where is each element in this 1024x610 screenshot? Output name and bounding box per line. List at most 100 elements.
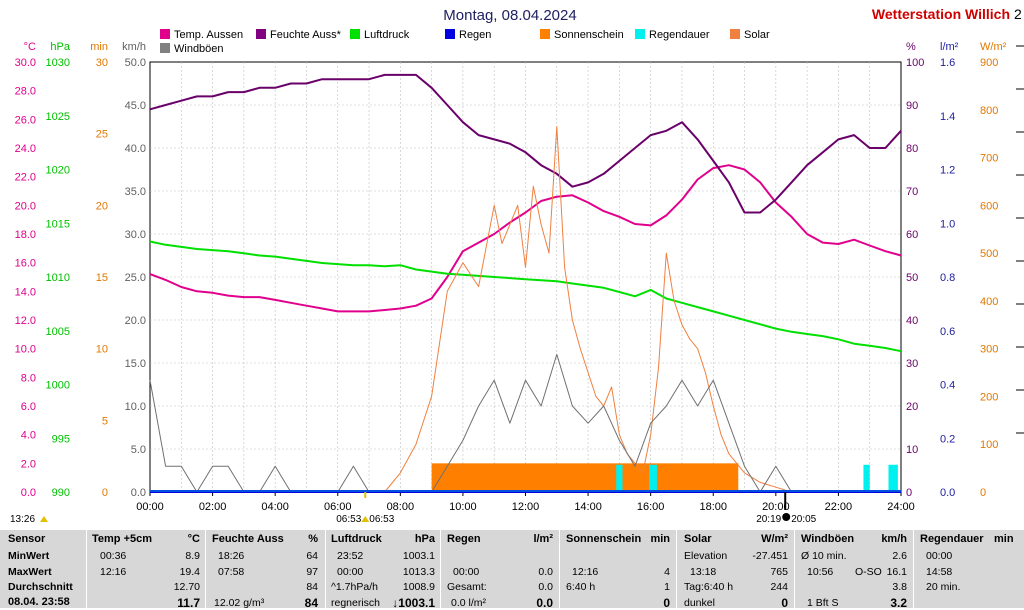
rain-tick-label: 1.4 bbox=[940, 111, 955, 123]
temp-tick-label: 18.0 bbox=[15, 229, 36, 241]
x-tick-label: 10:00 bbox=[449, 501, 477, 513]
humidity-tick-label: 0 bbox=[906, 487, 912, 499]
legend-label: Solar bbox=[744, 29, 770, 41]
solar-tick-label: 500 bbox=[980, 248, 998, 260]
pressure-column: Luftdruck hPa 23:52 1003.1 00:00 1013.3 … bbox=[331, 530, 437, 610]
rain-axis-unit: l/m² bbox=[940, 41, 959, 53]
humidity-tick-label: 70 bbox=[906, 186, 918, 198]
x-tick-label: 00:00 bbox=[136, 501, 164, 513]
legend-swatch bbox=[540, 29, 550, 39]
rain-tick-label: 0.2 bbox=[940, 433, 955, 445]
chart-title: Montag, 08.04.2024 bbox=[443, 7, 576, 24]
rain-tick-label: 0.0 bbox=[940, 487, 955, 499]
humidity-tick-label: 30 bbox=[906, 358, 918, 370]
pressure-tick-label: 1015 bbox=[46, 218, 70, 230]
solar-state: dunkel bbox=[684, 597, 715, 609]
sunshine-max-value: 4 bbox=[664, 566, 670, 578]
solar-header: Solar bbox=[684, 533, 712, 545]
x-tick-label: 02:00 bbox=[199, 501, 227, 513]
sensor-header: Sensor bbox=[8, 533, 46, 545]
wind-tick-label: 50.0 bbox=[125, 57, 146, 69]
legend-swatch bbox=[350, 29, 360, 39]
rain-tick-label: 0.6 bbox=[940, 326, 955, 338]
humidity-min-value: 64 bbox=[306, 550, 318, 562]
rain-column: Regen l/m² 00:00 0.0 Gesamt: 0.0 0.0 l/m… bbox=[447, 530, 555, 610]
pressure-min-time: 23:52 bbox=[337, 550, 364, 562]
temp-unit: °C bbox=[187, 533, 200, 545]
rain-header: Regen bbox=[447, 533, 481, 545]
legend-swatch bbox=[635, 29, 645, 39]
solar-axis-unit: W/m² bbox=[980, 41, 1007, 53]
minutes-axis-unit: min bbox=[90, 41, 108, 53]
row-label-min: MinWert bbox=[8, 550, 50, 562]
sunset-label-2: 20:05 bbox=[791, 514, 816, 525]
pressure-tick-label: 1025 bbox=[46, 111, 70, 123]
rain-max-value: 0.0 bbox=[538, 566, 553, 578]
station-name: Wetterstation Willich bbox=[872, 6, 1010, 22]
temp-column: Temp +5cm °C 00:36 8.9 12:16 19.4 12.70 … bbox=[92, 530, 202, 610]
x-tick-label: 20:00 bbox=[762, 501, 790, 513]
wind-tick-label: 30.0 bbox=[125, 229, 146, 241]
temp-avg-value: 12.70 bbox=[173, 581, 200, 593]
wind-tick-label: 5.0 bbox=[131, 444, 146, 456]
rain-duration-min-time: 00:00 bbox=[926, 550, 953, 562]
pressure-unit: hPa bbox=[414, 533, 435, 545]
minutes-tick-label: 25 bbox=[96, 129, 108, 141]
station-suffix: 2 bbox=[1014, 6, 1022, 22]
solar-max-time: 13:18 bbox=[690, 566, 717, 578]
wind-column: Windböen km/h Ø 10 min. 2.6 10:56 O-SO 1… bbox=[801, 530, 909, 610]
pressure-tick-label: 1000 bbox=[46, 380, 70, 392]
left-time-icon bbox=[40, 516, 48, 522]
pressure-tick-label: 995 bbox=[52, 433, 70, 445]
sunset-label: 20:19 bbox=[756, 514, 781, 525]
temp-max-value: 19.4 bbox=[179, 566, 200, 578]
humidity-current-value: 84 bbox=[304, 596, 318, 610]
rain-total-label: Gesamt: bbox=[447, 581, 487, 593]
temp-header: Temp +5cm bbox=[92, 533, 153, 545]
solar-tick-label: 300 bbox=[980, 344, 998, 356]
temp-min-value: 8.9 bbox=[185, 550, 200, 562]
pressure-tick-label: 1010 bbox=[46, 272, 70, 284]
rain-duration-column: Regendauer min 00:00 14:58 20 min. bbox=[920, 530, 1024, 608]
solar-tick-label: 800 bbox=[980, 105, 998, 117]
temp-tick-label: 8.0 bbox=[21, 372, 36, 384]
solar-tick-label: 100 bbox=[980, 439, 998, 451]
humidity-tick-label: 10 bbox=[906, 444, 918, 456]
solar-tick-label: 600 bbox=[980, 200, 998, 212]
x-tick-label: 22:00 bbox=[825, 501, 853, 513]
rain-today: 0.0 l/m² bbox=[451, 597, 487, 609]
wind-avg-value: 3.8 bbox=[892, 581, 907, 593]
humidity-header: Feuchte Auss bbox=[212, 533, 284, 545]
temp-tick-label: 24.0 bbox=[15, 143, 36, 155]
wind-axis-unit: km/h bbox=[122, 41, 146, 53]
rain-duration-max-time: 14:58 bbox=[926, 566, 953, 578]
rain-duration-bar bbox=[649, 464, 657, 492]
temp-tick-label: 10.0 bbox=[15, 344, 36, 356]
series-windb-en bbox=[149, 353, 901, 493]
solar-avg-value: 244 bbox=[770, 581, 788, 593]
legend-label: Feuchte Auss* bbox=[270, 29, 342, 41]
humidity-tick-label: 50 bbox=[906, 272, 918, 284]
pressure-forecast: regnerisch bbox=[331, 597, 381, 609]
solar-tick-label: 200 bbox=[980, 391, 998, 403]
wind-tick-label: 20.0 bbox=[125, 315, 146, 327]
rain-tick-label: 0.4 bbox=[940, 380, 955, 392]
temp-min-time: 00:36 bbox=[100, 550, 127, 562]
legend-label: Luftdruck bbox=[364, 29, 410, 41]
minutes-tick-label: 30 bbox=[96, 57, 108, 69]
legend-label: Windböen bbox=[174, 43, 224, 55]
legend-swatch bbox=[256, 29, 266, 39]
temp-tick-label: 4.0 bbox=[21, 430, 36, 442]
temp-tick-label: 22.0 bbox=[15, 172, 36, 184]
sunrise-icon bbox=[361, 516, 370, 522]
solar-tick-label: 400 bbox=[980, 296, 998, 308]
wind-tick-label: 45.0 bbox=[125, 100, 146, 112]
temp-tick-label: 0.0 bbox=[21, 487, 36, 499]
humidity-tick-label: 90 bbox=[906, 100, 918, 112]
wind-max-time: 10:56 bbox=[807, 566, 834, 578]
pressure-header: Luftdruck bbox=[331, 533, 382, 545]
humidity-abs: 12.02 g/m³ bbox=[214, 597, 265, 609]
temp-tick-label: 6.0 bbox=[21, 401, 36, 413]
humidity-tick-label: 100 bbox=[906, 57, 924, 69]
pressure-tick-label: 1020 bbox=[46, 165, 70, 177]
